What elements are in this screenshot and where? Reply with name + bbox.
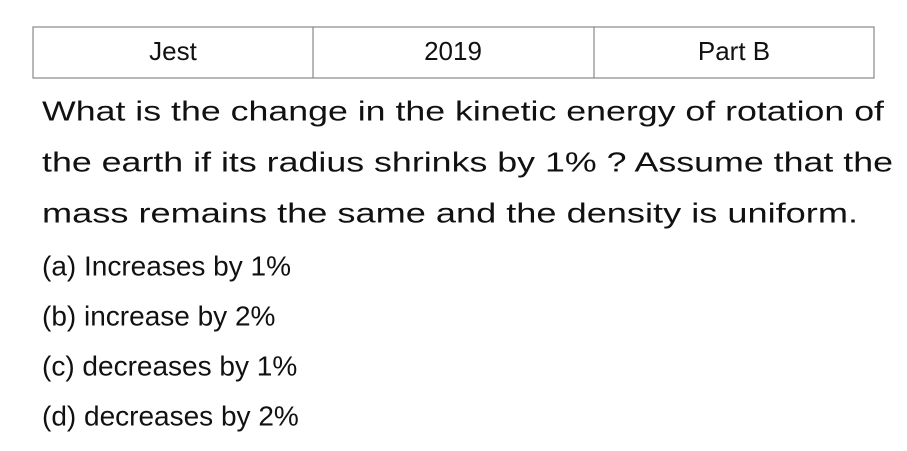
header-table: Jest 2019 Part B	[32, 26, 875, 79]
question-line: What is the change in the kinetic energy…	[42, 95, 884, 126]
header-cell: Part B	[698, 36, 770, 66]
option: (b) increase by 2%	[42, 300, 275, 331]
header-cell: 2019	[424, 36, 482, 66]
header-cell: Jest	[149, 36, 197, 66]
option: (d) decreases by 2%	[42, 400, 299, 431]
table-border	[32, 26, 875, 79]
question: What is the change in the kinetic energy…	[42, 95, 893, 228]
option: (a) Increases by 1%	[42, 250, 291, 281]
option: (c) decreases by 1%	[42, 350, 297, 381]
question-line: mass remains the same and the density is…	[42, 197, 858, 228]
question-line: the earth if its radius shrinks by 1% ? …	[42, 146, 893, 177]
options: (a) Increases by 1% (b) increase by 2% (…	[42, 250, 299, 431]
